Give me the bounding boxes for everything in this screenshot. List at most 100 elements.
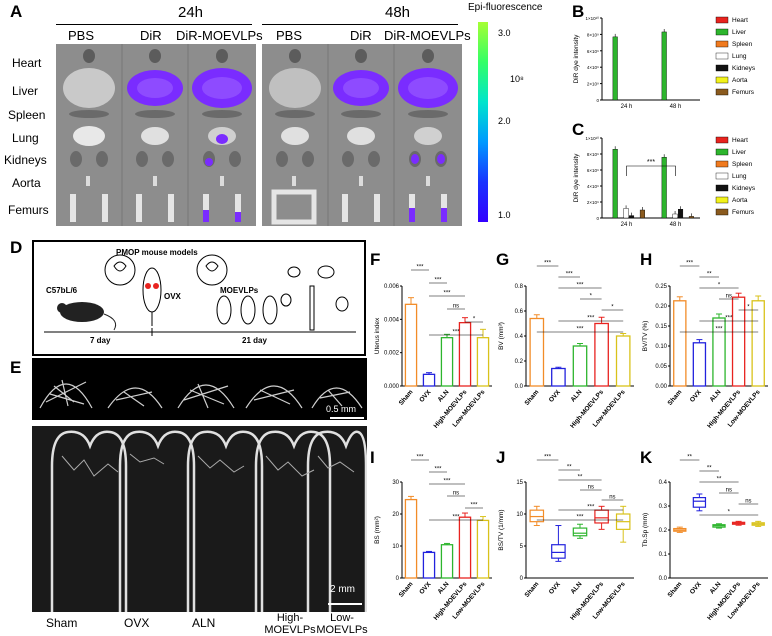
group-label: PBS [68,28,95,43]
significance-label: *** [544,455,552,461]
y-tick-label: 4×10⁹ [587,65,599,70]
panel-d: PMOP mouse models C57bL/6 OVX MOEVLPs 7 … [32,240,366,356]
significance-label: ns [453,491,459,497]
significance-label: *** [443,291,451,297]
y-tick-label: 0.002 [384,351,400,357]
x-tick-label: ALN [709,389,723,404]
chart-f: 0.000 0.002 0.004 0.006 Uterus index Sham OVX A… [374,265,492,430]
x-tick-label: Sham [398,389,415,407]
panel-e: 0.5 mm 2 mm Sham OVX ALN High- MOEVLPs L… [32,358,368,636]
x-tick-label: OVX [689,580,704,596]
x-tick-label: 48 h [670,222,682,228]
legend-swatch [715,64,729,72]
bar [422,551,436,579]
legend-label: Liver [732,29,747,36]
y-tick-label: 0.2 [659,528,668,534]
panel-letter-a: A [10,2,23,21]
legend-label: Aorta [732,197,748,204]
bar [639,209,645,219]
y-axis-label: Tb.Sp (mm) [642,513,649,547]
group-label: OVX [124,616,150,630]
group-label: High- MOEVLPs [262,612,318,636]
bar [476,337,490,387]
group-label-line: High- [276,612,304,624]
time-label-48h: 48h [385,4,411,21]
bar [661,31,667,101]
micro-ct-2d-images [32,426,367,612]
bar [476,519,490,579]
y-tick-label: 0 [596,216,599,221]
y-tick-label: 8×10⁹ [587,152,599,157]
significance-label: ns [726,488,732,494]
y-tick-label: 1×10¹⁰ [586,136,600,141]
organ-imaging-24h [56,44,256,226]
x-tick-label: ALN [570,389,584,404]
ovx-label: OVX [164,292,181,301]
x-tick-label: 48 h [670,104,682,110]
group-label: Sham [46,616,78,630]
group-label-line: MOEVLPs [316,624,368,636]
x-tick-label: Sham [524,389,541,407]
y-tick-label: 0.4 [515,334,524,340]
significance-label: ** [707,272,712,278]
box [594,509,609,524]
y-tick-label: 6×10⁹ [587,168,599,173]
chart-c: 0 2×10⁹ 4×10⁹ 6×10⁹ 8×10⁹ 1×10¹⁰ DiR dye inten… [573,136,756,228]
legend-swatch [715,160,729,168]
y-tick-label: 0.05 [655,364,667,370]
y-tick-label: 0.15 [655,324,667,330]
bar [673,300,687,387]
organ-imaging-48h [262,44,462,226]
bar [629,215,635,219]
panel-letter-b: B [572,2,585,21]
panel-letter-d: D [10,238,23,257]
legend-swatch [715,88,729,96]
group-label-line: MOEVLPs [264,624,316,636]
legend-swatch [715,76,729,84]
duration-label: 21 day [242,336,267,345]
box [692,496,707,508]
significance-label: ns [745,499,751,505]
significance-label: *** [686,261,694,267]
legend-label: Aorta [732,77,748,84]
color-scale-bar [478,22,488,222]
bar [661,157,667,219]
significance-label: * [747,305,750,311]
significance-label: ** [578,475,583,481]
x-tick-label: 24 h [621,104,633,110]
legend-swatch [715,136,729,144]
legend-label: Liver [732,149,747,156]
y-tick-label: 0.0 [659,576,668,582]
bar [458,322,472,387]
panel-letter-c: C [572,120,585,139]
y-tick-label: 0.6 [515,309,524,315]
chart-b: 0 2×10⁹ 4×10⁹ 6×10⁹ 8×10⁹ 1×10¹⁰ DiR dye inten… [573,16,756,110]
significance-label: *** [587,316,595,322]
bar [458,516,472,579]
chart-g: 0.00.20.40.60.8BV (mm³)Sham OVX ALNHigh-MO… [498,261,634,430]
legend-swatch [715,148,729,156]
scale-tick: 2.0 [498,116,511,126]
y-axis-label: Uterus index [374,317,381,354]
box [551,544,566,559]
x-tick-label: Sham [524,581,541,599]
group-label: PBS [276,28,303,43]
group-label: DiR [140,28,162,43]
divider-24h [56,24,252,25]
y-tick-label: 10 [392,544,399,550]
y-tick-label: 15 [516,480,523,486]
significance-label: * [611,305,614,311]
y-tick-label: 0.2 [515,359,524,365]
significance-label: *** [587,505,595,511]
y-tick-label: 0.00 [655,384,667,390]
panel-letter-i: I [370,448,375,467]
legend-swatch [715,172,729,180]
significance-label: ** [717,477,722,483]
significance-label: ns [588,485,594,491]
significance-label: *** [452,515,460,521]
significance-label: *** [647,159,655,166]
legend-label: Lung [732,53,747,60]
bar [440,544,454,579]
organ-label: Liver [12,84,39,98]
significance-label: ** [707,466,712,472]
